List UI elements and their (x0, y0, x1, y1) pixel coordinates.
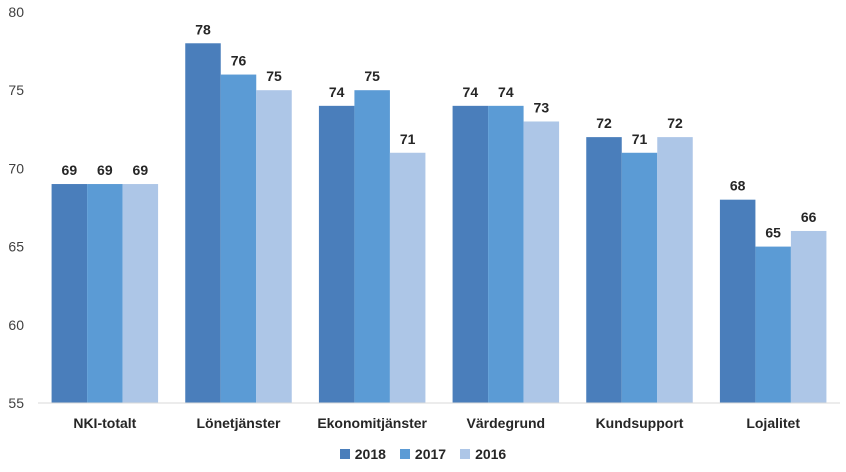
bar-2018 (318, 105, 355, 403)
data-label: 71 (400, 131, 416, 147)
y-tick-label: 75 (8, 82, 24, 98)
legend-swatch (460, 449, 471, 459)
y-tick-label: 55 (8, 395, 24, 411)
bar-2016 (122, 184, 159, 403)
category-label: Ekonomitjänster (317, 415, 427, 431)
data-label: 74 (498, 84, 514, 100)
y-tick-label: 65 (8, 239, 24, 255)
data-label: 72 (596, 115, 612, 131)
bar-2018 (586, 137, 622, 403)
legend: 2018 2017 2016 (0, 446, 846, 462)
legend-swatch (339, 449, 350, 459)
legend-label: 2017 (414, 446, 447, 462)
data-label: 73 (534, 99, 550, 115)
y-axis: 55 60 65 70 75 80 (8, 4, 24, 411)
bar-2018 (51, 184, 88, 403)
bar-2016 (523, 121, 560, 403)
bar-2017 (87, 184, 123, 403)
data-label: 78 (195, 21, 211, 37)
bar-2018 (185, 43, 221, 403)
bar-2017 (488, 105, 524, 403)
data-label: 75 (266, 68, 282, 84)
bar-2018 (452, 105, 489, 403)
legend-item-2016: 2016 (460, 446, 506, 462)
data-label: 74 (329, 84, 345, 100)
bars (51, 43, 827, 403)
legend-swatch (399, 449, 410, 459)
data-label: 69 (62, 162, 78, 178)
data-label: 65 (765, 225, 781, 241)
data-label: 66 (801, 209, 817, 225)
y-tick-label: 70 (8, 160, 24, 176)
data-label: 76 (231, 53, 247, 69)
category-label: Lojalitet (746, 415, 800, 431)
data-label: 74 (463, 84, 479, 100)
bar-2017 (755, 246, 791, 403)
bar-2018 (719, 199, 756, 403)
data-label: 69 (97, 162, 113, 178)
data-labels: 69 69 69 78 76 75 74 75 71 74 74 73 72 71 72 68 65 66 (62, 21, 817, 240)
category-label: Kundsupport (596, 415, 684, 431)
data-label: 71 (632, 131, 648, 147)
bar-2016 (790, 230, 827, 403)
y-tick-label: 60 (8, 317, 24, 333)
data-label: 69 (133, 162, 149, 178)
bar-2017 (354, 90, 390, 403)
bar-2017 (621, 152, 658, 403)
legend-label: 2018 (354, 446, 386, 462)
x-axis: NKI-totalt Lönetjänster Ekonomitjänster Vär… (38, 402, 840, 431)
y-tick-label: 80 (8, 4, 24, 20)
category-label: NKI-totalt (73, 415, 136, 431)
bar-2016 (657, 137, 693, 403)
category-label: Värdegrund (467, 415, 546, 431)
data-label: 68 (730, 178, 746, 194)
data-label: 72 (667, 115, 683, 131)
category-label: Lönetjänster (196, 415, 281, 431)
bar-2017 (220, 74, 257, 403)
legend-item-2018: 2018 (339, 446, 386, 462)
bar-2016 (256, 90, 292, 403)
legend-item-2017: 2017 (399, 446, 447, 462)
data-label: 75 (364, 68, 380, 84)
bar-2016 (389, 152, 426, 403)
legend-label: 2016 (475, 446, 507, 462)
